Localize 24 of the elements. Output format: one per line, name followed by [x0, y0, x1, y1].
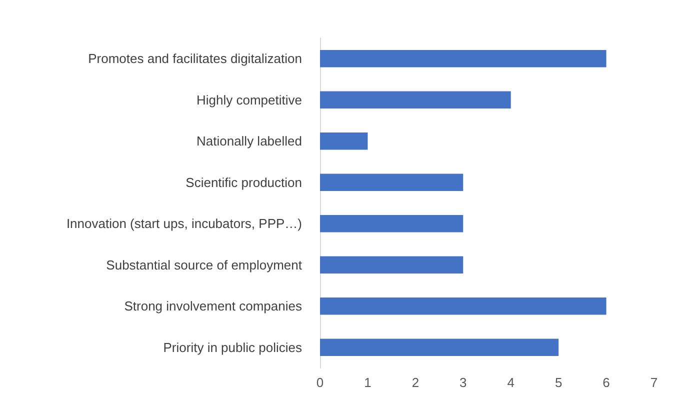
- y-tick-label: Strong involvement companies: [124, 298, 302, 314]
- bar: [320, 174, 464, 192]
- bar: [320, 256, 464, 274]
- bar: [320, 297, 606, 315]
- x-tick-label: 1: [364, 375, 372, 390]
- x-tick-label: 3: [460, 375, 467, 390]
- x-tick-label: 7: [650, 375, 658, 390]
- bar: [320, 338, 559, 356]
- x-tick-label: 0: [316, 375, 324, 390]
- x-tick-label: 4: [507, 375, 514, 390]
- bar: [320, 214, 464, 232]
- y-tick-label: Priority in public policies: [163, 340, 302, 355]
- bar: [320, 50, 606, 68]
- bar: [320, 132, 368, 150]
- x-tick-label: 6: [602, 375, 610, 390]
- y-tick-label: Substantial source of employment: [106, 257, 302, 272]
- y-tick-label: Promotes and facilitates digitalization: [88, 51, 302, 66]
- y-tick-label: Innovation (start ups, incubators, PPP…): [66, 216, 302, 232]
- y-tick-label: Nationally labelled: [196, 134, 302, 149]
- bar: [320, 91, 511, 109]
- y-tick-label: Scientific production: [186, 174, 302, 190]
- y-tick-label: Highly competitive: [196, 92, 302, 108]
- x-tick-label: 2: [412, 375, 420, 390]
- x-tick-label: 5: [554, 375, 562, 390]
